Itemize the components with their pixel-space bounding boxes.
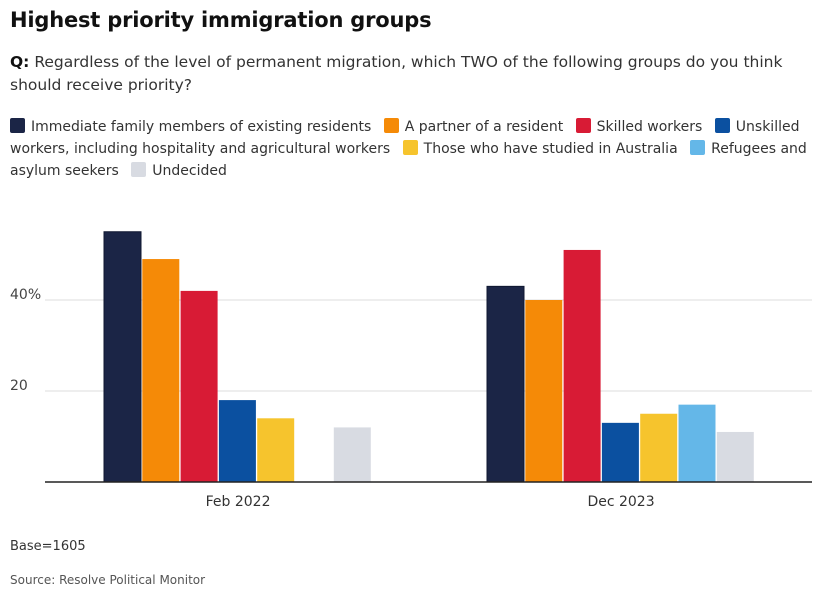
legend-label: Refugees and asylum seekers (10, 141, 807, 179)
bar-dec-2023-those-who-have-studied-in-australia (640, 413, 678, 482)
legend-label: Those who have studied in Australia (423, 141, 678, 157)
x-category-label: Feb 2022 (206, 494, 271, 510)
bar-feb-2022-those-who-have-studied-in-australia (257, 418, 295, 482)
legend-swatch (714, 118, 730, 133)
y-tick-label: 20 (10, 378, 28, 394)
legend-label: Unskilled workers, including hospitality… (10, 119, 800, 157)
bar-feb-2022-unskilled-workers-including-hospitality-and-agricultural-workers (218, 400, 256, 482)
legend-swatch (402, 140, 418, 155)
source-note: Source: Resolve Political Monitor (10, 573, 206, 587)
legend-label: Undecided (152, 163, 227, 179)
legend-item-skilled-workers: Skilled workers (575, 118, 703, 135)
bar-dec-2023-undecided (716, 431, 754, 482)
question-prefix: Q: (10, 53, 30, 71)
legend-label: Skilled workers (596, 119, 703, 135)
legend-item-a-partner-of-a-resident: A partner of a resident (383, 118, 564, 135)
legend-item-those-who-have-studied-in-australia: Those who have studied in Australia (402, 140, 678, 157)
question-text: Regardless of the level of permanent mig… (10, 53, 783, 94)
sample-base-note: Base=1605 (10, 539, 86, 554)
bar-feb-2022-undecided (333, 427, 371, 482)
legend-swatch (131, 162, 147, 177)
bar-dec-2023-a-partner-of-a-resident (525, 300, 563, 482)
legend-swatch (575, 118, 591, 133)
legend-swatch (383, 118, 399, 133)
bar-dec-2023-skilled-workers (563, 249, 601, 482)
chart-title: Highest priority immigration groups (10, 8, 432, 32)
legend-item-unskilled-workers-including-hospitality-and-agricultural-workers: Unskilled workers, including hospitality… (10, 118, 800, 157)
bar-dec-2023-refugees-and-asylum-seekers (678, 404, 716, 482)
y-tick-label: 40% (10, 287, 41, 303)
legend-item-undecided: Undecided (131, 162, 227, 179)
legend-swatch (690, 140, 706, 155)
chart-legend: Immediate family members of existing res… (10, 116, 825, 182)
legend-item-refugees-and-asylum-seekers: Refugees and asylum seekers (10, 140, 807, 179)
survey-question: Q: Regardless of the level of permanent … (10, 51, 825, 97)
bar-feb-2022-skilled-workers (180, 290, 218, 482)
bar-feb-2022-immediate-family-members-of-existing-residents (103, 231, 142, 483)
x-category-label: Dec 2023 (587, 494, 654, 510)
legend-swatch (10, 118, 25, 133)
bar-feb-2022-a-partner-of-a-resident (142, 259, 180, 482)
legend-label: Immediate family members of existing res… (31, 119, 372, 135)
legend-label: A partner of a resident (404, 119, 564, 135)
bar-dec-2023-unskilled-workers-including-hospitality-and-agricultural-workers (601, 422, 639, 482)
legend-item-immediate-family-members-of-existing-residents: Immediate family members of existing res… (10, 118, 372, 135)
bar-dec-2023-immediate-family-members-of-existing-residents (486, 285, 525, 483)
